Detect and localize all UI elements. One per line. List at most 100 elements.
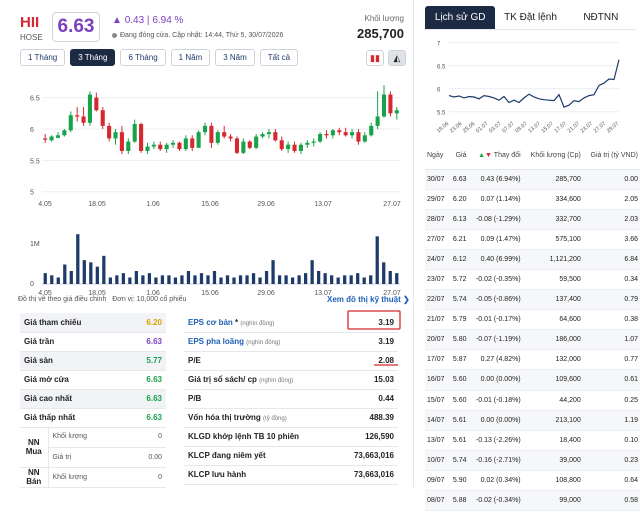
volume-bar [199,273,204,284]
price-value: 6.63 [127,370,166,390]
price-label: Giá sàn [20,351,128,371]
range-tab[interactable]: 3 Năm [215,49,255,66]
history-change: -0.05 (-0.86%) [468,289,523,311]
history-change: -0.07 (-1.19%) [468,329,523,351]
history-change: -0.02 (-0.34%) [468,490,523,511]
fundamental-label[interactable]: EPS pha loãng [188,337,245,346]
volume-bar [115,275,119,284]
history-change: -0.01 (-0.17%) [468,309,523,331]
candle-body [126,141,131,151]
fundamental-label: KLGD khớp lệnh TB 10 phiên [188,432,300,441]
candle-body [151,144,156,147]
volume-bar [128,277,132,284]
history-value: 0.58 [582,490,640,511]
history-row: 20/07 5.80 -0.07 (-1.19%) 186,000 1.07 [425,329,640,351]
candle-body [215,132,220,143]
candle-body [279,140,284,150]
mini-x-tick: 21.07 [567,121,581,134]
mini-x-tick: 03.07 [488,121,502,134]
volume-bar [160,275,165,284]
history-price: 5.61 [448,410,469,431]
sort-up-icon: ▲ [478,152,486,160]
mini-x-tick: 25.06 [462,121,476,134]
volume-bar [219,277,223,284]
candle-body [369,125,374,136]
updated-time: Cập nhật: 14:44, Thứ 5, 30/07/2026 [172,32,284,39]
candle-body [260,134,265,137]
fundamental-label-cell: EPS cơ bản * (nghìn đồng) [184,313,337,333]
price-chart: 6.5 6 5.5 5 1M 0 4.05 4.05 18.05 18.05 1.06 1.06 15.… [30,85,401,297]
range-tab[interactable]: 3 Tháng [70,49,116,66]
fundamental-label: Vốn hóa thị trường [188,413,261,422]
volume-bar [362,277,366,284]
history-value: 0.79 [582,289,640,311]
fundamental-unit: (tỷ đồng) [263,416,287,422]
volume-bar [323,273,327,284]
range-tab[interactable]: 1 Tháng [20,49,66,66]
candle-body [81,116,86,123]
volume-bar [310,260,314,284]
volume-bar [382,262,386,284]
mini-x-tick: 23.07 [580,121,594,134]
technical-chart-link[interactable]: Xem đồ thị kỹ thuật ❯ [327,295,410,304]
x-tick-label: 1.06 [146,201,160,208]
candle-body [228,136,233,139]
history-change: 0.40 (6.99%) [468,249,523,270]
fundamental-row: Vốn hóa thị trường (tỷ đồng) 488.39 [184,408,398,428]
nn-value: 0 [126,427,166,448]
history-tab[interactable]: NĐTNN [583,12,619,23]
history-tab[interactable]: TK Đặt lệnh [504,12,557,23]
history-volume: 132,000 [522,349,583,371]
history-row: 13/07 5.61 -0.13 (-2.26%) 18,400 0.10 [425,430,640,451]
range-tab[interactable]: Tất cả [259,49,299,66]
volume-x-tick-label: 13.07 [314,290,332,297]
fundamental-label-cell: P/E [184,351,337,371]
x-tick-label: 4.05 [38,201,52,208]
y-tick-label: 5.5 [30,158,40,165]
candle-body [273,132,278,141]
history-volume: 44,200 [522,390,583,411]
mini-x-tick: 29.07 [606,121,620,134]
price-table: Giá tham chiếu 6.20 Giá trần 6.63 Giá sàn 5.7… [20,313,166,428]
candle-body [119,132,124,151]
mini-x-tick: 01.07 [475,121,489,134]
x-tick-label: 15.06 [201,201,219,208]
volume-bar [206,275,210,284]
history-row: 24/07 6.12 0.40 (6.99%) 1,121,200 6.84 [425,249,640,270]
candle-body [330,130,335,136]
candle-body [222,132,227,137]
history-header: Giá [448,143,469,170]
fundamental-value: 2.08 [336,351,398,371]
candle-body [113,132,118,139]
fundamental-unit: (nghìn đồng) [246,340,281,346]
volume-bar [264,271,269,284]
history-tab[interactable]: Lịch sử GD [425,6,496,29]
candlestick-icon[interactable]: ▮▮ [366,50,384,66]
history-row: 21/07 5.79 -0.01 (-0.17%) 64,600 0.38 [425,309,640,331]
history-price: 5.60 [448,390,469,411]
foreign-trading-table: NN Mua Khối lượng 0 Giá trị 0.00 NN Bán Khối l… [20,427,166,488]
fundamental-label[interactable]: EPS cơ bản [188,317,233,327]
price-change: ▲ 0.43 | 6.94 % [112,15,184,26]
mini-x-tick: 19.06 [436,121,450,134]
mini-y-tick: 6.5 [437,65,446,71]
history-mini-chart: 7 6.5 6 5.5 19.0623.0625.0601.0703.0707.0709… [436,42,620,135]
nn-row: Giá trị 0.00 [20,447,166,468]
history-value: 1.07 [582,329,640,351]
candle-body [171,142,176,145]
range-tab[interactable]: 6 Tháng [120,49,166,66]
price-value: 6.20 [127,313,166,333]
history-volume: 285,700 [522,169,583,190]
history-header: Ngày [425,143,449,170]
candle-body [62,130,67,136]
nn-label: Khối lượng [48,427,127,448]
candle-body [49,136,54,141]
range-tab[interactable]: 1 Năm [170,49,211,66]
fundamental-row: Giá trị sổ sách/ cp (nghìn đồng) 15.03 [184,370,398,390]
area-chart-icon[interactable]: ◭ [388,50,406,66]
history-value: 0.77 [582,349,640,371]
candle-body [87,94,92,123]
ticker-symbol: HII [20,14,40,31]
fundamental-value: 488.39 [336,408,398,428]
history-change: 0.27 (4.82%) [468,349,523,371]
